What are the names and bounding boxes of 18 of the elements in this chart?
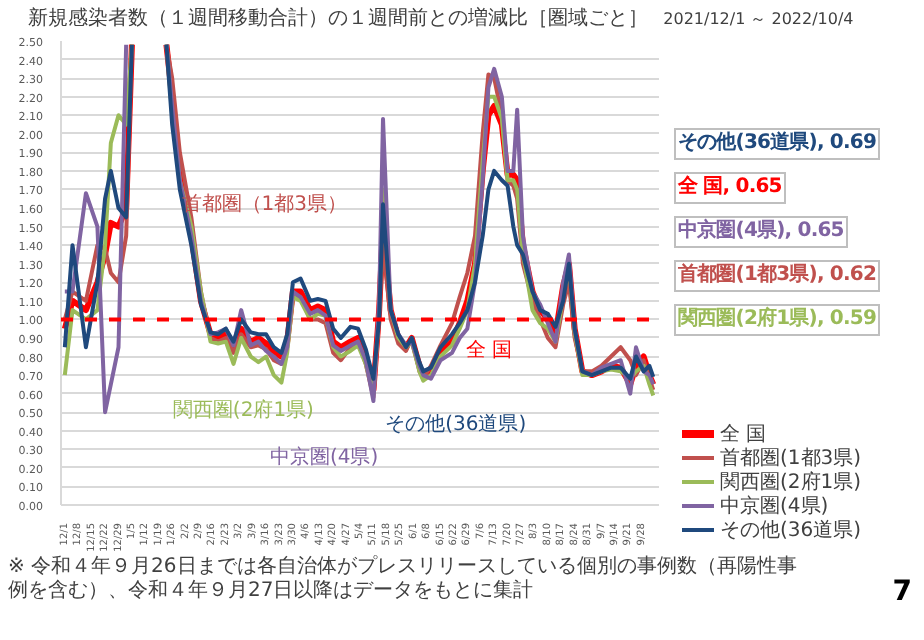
- text: 関西圏(2府1県), 0.59: [674, 304, 881, 337]
- text: 中京圏(4県), 0.65: [674, 216, 848, 249]
- annotation: 関西圏(2府1県): [172, 398, 315, 423]
- legend-label: 全 国: [718, 424, 769, 447]
- text: 首都圏(1都3県), 0.62: [674, 260, 881, 293]
- legend-label: その他(36道県): [718, 520, 862, 544]
- annotation: その他(36道県): [385, 412, 527, 437]
- text: 7: [892, 574, 912, 612]
- annotation: 全 国: [465, 337, 513, 362]
- text: ※ 令和４年９月26日までは各自治体がプレスリリースしている個別の事例数（再陽性事例を含む）、令和４年９月27日以降はデータをもとに集計: [6, 556, 799, 604]
- legend-label: 関西圏(2府1県): [718, 472, 862, 495]
- text: 2021/12/1 ～ 2022/10/4: [663, 10, 854, 28]
- chart-title: 新規感染者数（１週間移動合計）の１週間前との増減比［圏域ごと］: [28, 8, 648, 30]
- text: 全 国, 0.65: [674, 172, 786, 205]
- legend-label: 首都圏(1都3県): [718, 448, 862, 471]
- annotation: 中京圏(4県): [269, 445, 379, 470]
- legend-label: 中京圏(4県): [718, 496, 831, 520]
- text: その他(36道県), 0.69: [674, 128, 881, 161]
